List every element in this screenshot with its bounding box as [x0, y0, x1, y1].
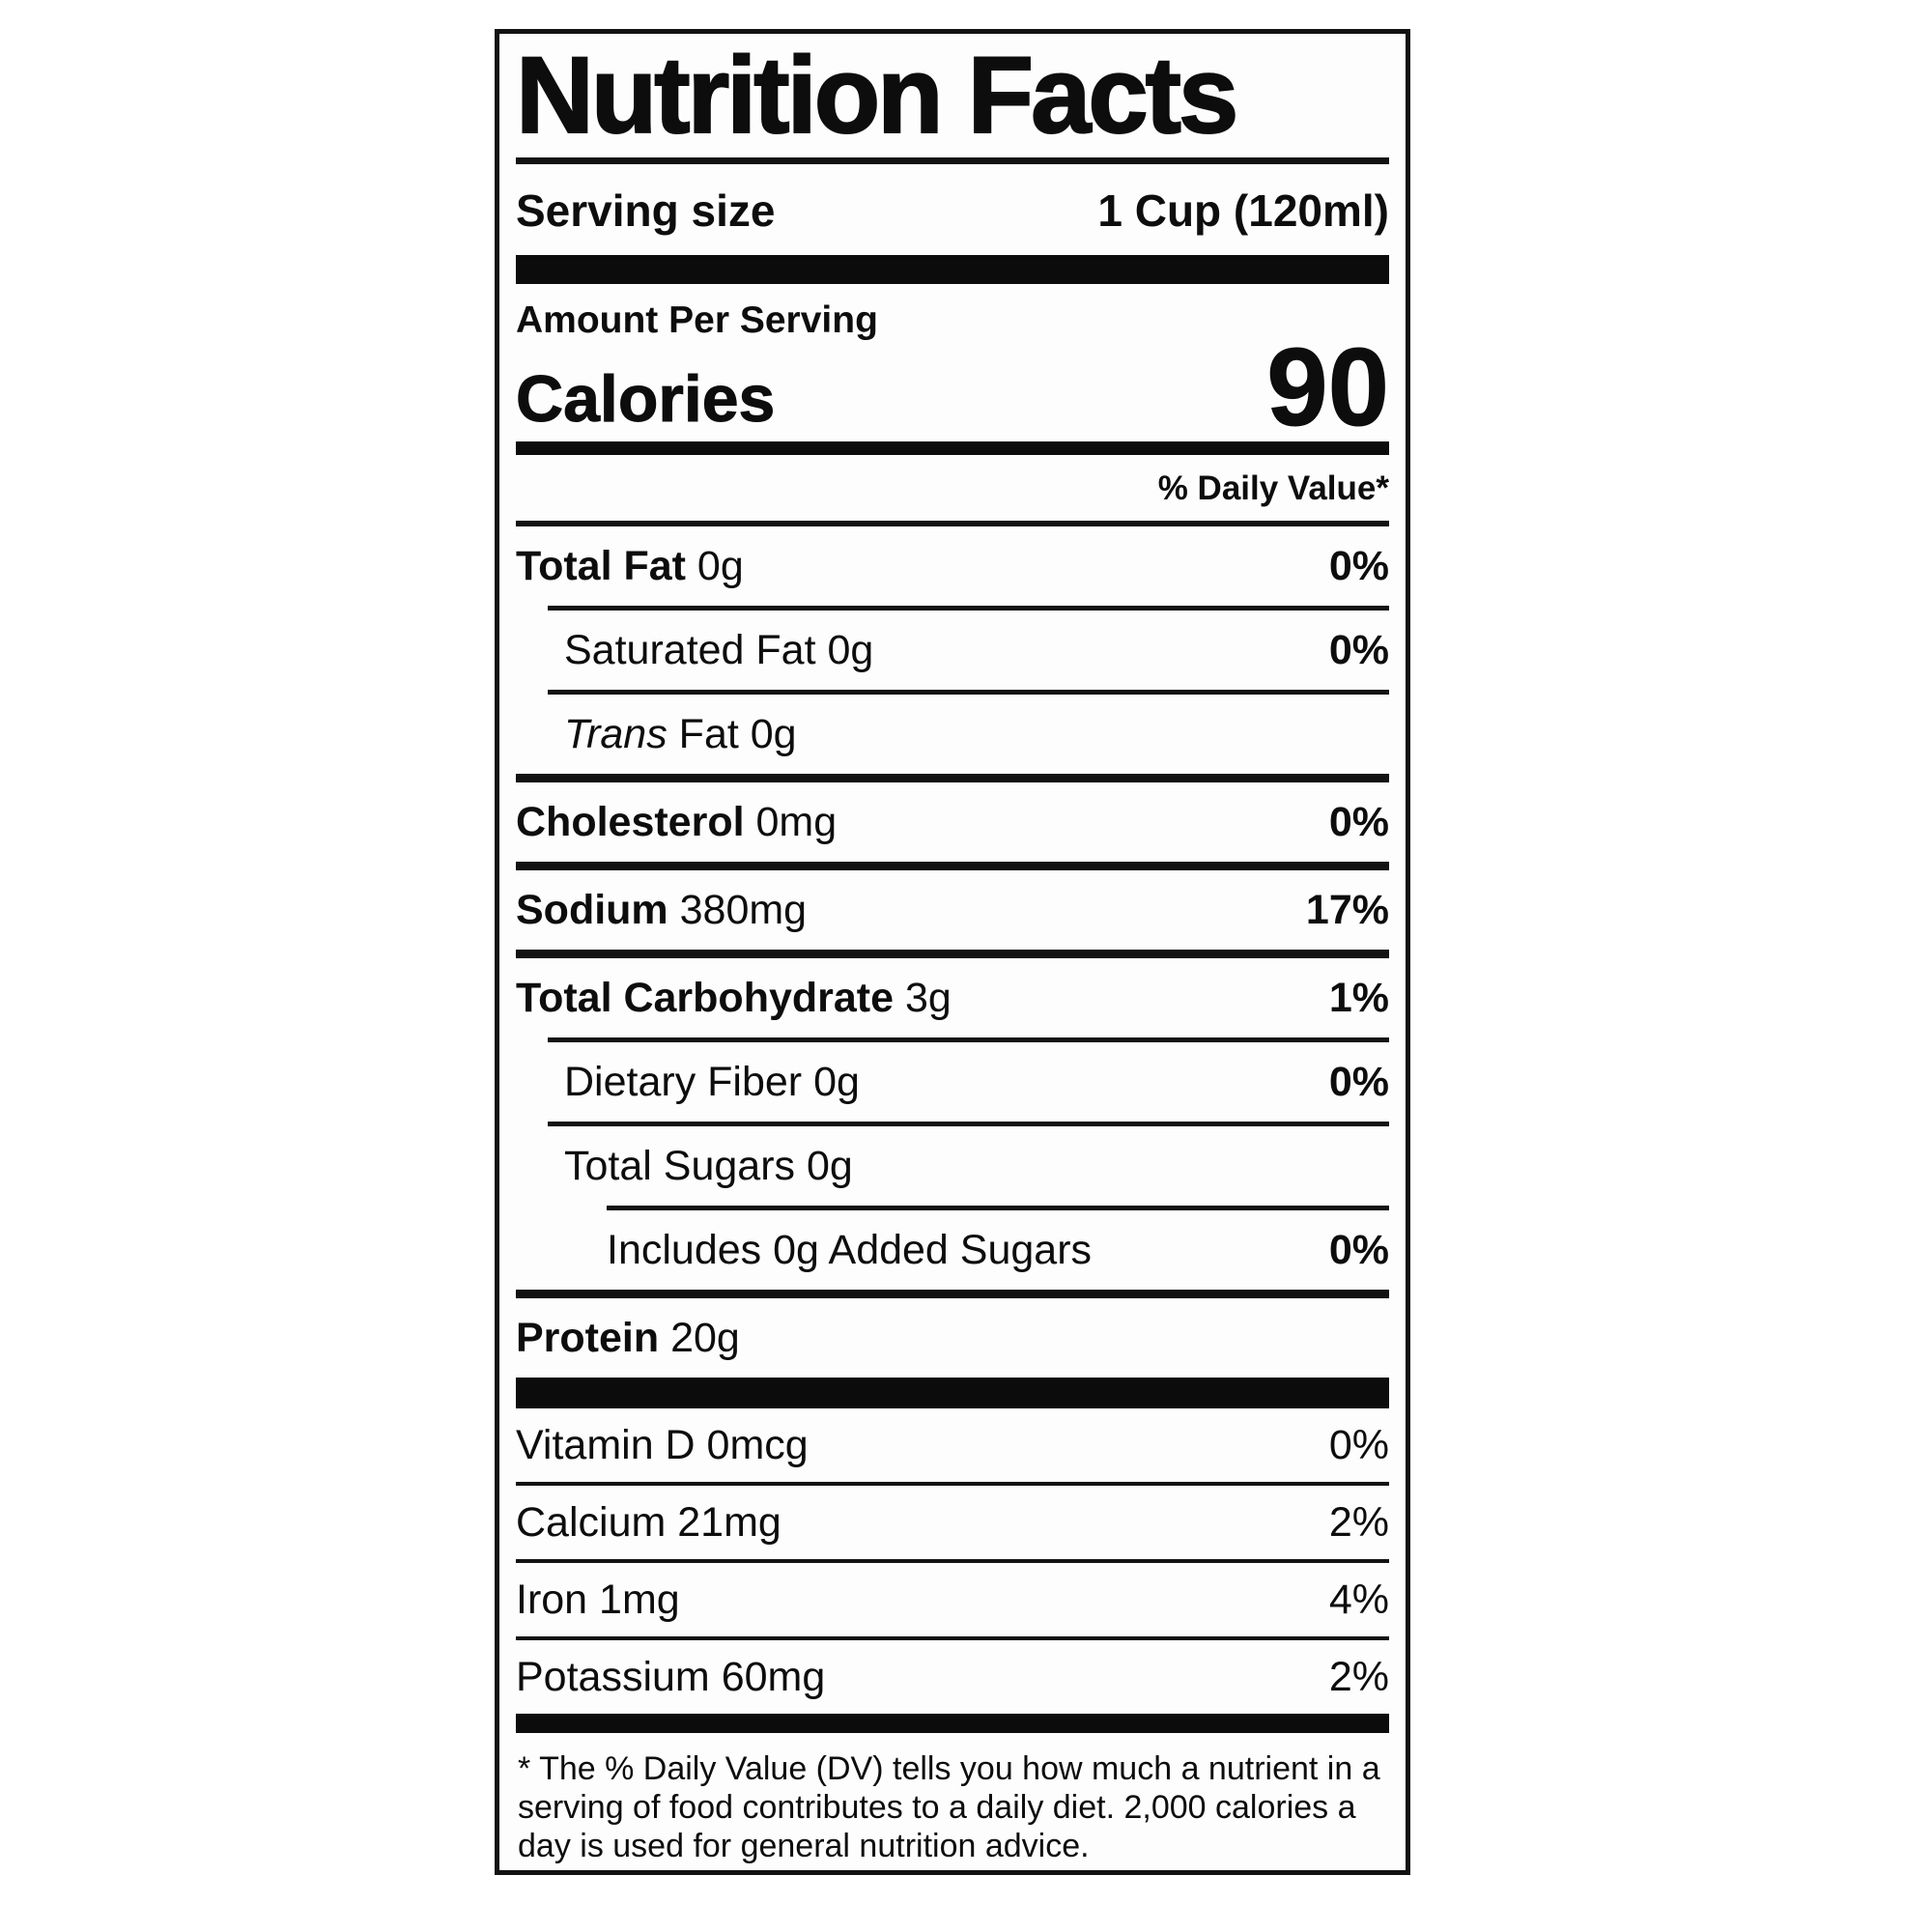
thick-divider-bar: [516, 1378, 1389, 1409]
nutrient-amount: 0mg: [744, 799, 838, 846]
nutrient-name: Total Sugars 0g: [564, 1143, 853, 1190]
row-total-fat: Total Fat 0g 0%: [516, 526, 1389, 606]
calories-label: Calories: [515, 362, 776, 437]
thick-divider-bar: [516, 255, 1389, 284]
nutrient-amount: 0g: [685, 543, 744, 590]
nutrient-dv: 17%: [1305, 887, 1389, 934]
vitamin-name: Potassium 60mg: [516, 1654, 826, 1701]
nutrient-name: Protein 20g: [516, 1315, 740, 1362]
vitamin-dv: 0%: [1328, 1422, 1389, 1469]
nutrient-name-bold: Total Fat: [516, 543, 686, 590]
vitamin-name: Calcium 21mg: [516, 1499, 781, 1547]
row-protein: Protein 20g: [516, 1290, 1389, 1378]
nutrient-name: Trans Fat 0g: [548, 711, 797, 758]
nutrient-amount: 20g: [659, 1315, 740, 1362]
row-calcium: Calcium 21mg 2%: [516, 1482, 1389, 1559]
nutrient-dv: 0%: [1328, 799, 1389, 846]
nutrient-amount: Fat 0g: [667, 711, 797, 758]
nutrient-name: Dietary Fiber 0g: [564, 1059, 860, 1106]
row-potassium: Potassium 60mg 2%: [516, 1636, 1389, 1714]
calories-value: 90: [1266, 327, 1390, 449]
nutrient-name-bold: Total Carbohydrate: [516, 975, 895, 1022]
row-added-sugars: Includes 0g Added Sugars 0%: [607, 1206, 1389, 1290]
nutrient-dv: 0%: [1328, 543, 1389, 590]
nutrient-name-bold: Protein: [516, 1315, 660, 1362]
nutrient-dv: 0%: [1328, 1059, 1389, 1106]
nutrient-name: Sodium 380mg: [516, 887, 807, 934]
nutrient-name: Total Fat 0g: [516, 543, 744, 590]
nutrient-name-bold: Sodium: [516, 887, 668, 934]
nutrient-name: Cholesterol 0mg: [516, 799, 837, 846]
thick-divider-bar: [516, 1714, 1389, 1734]
nutrient-dv: 1%: [1328, 975, 1389, 1022]
serving-size-value: 1 Cup (120ml): [1097, 185, 1389, 236]
row-total-sugars: Total Sugars 0g: [548, 1122, 1389, 1206]
nutrient-name: Saturated Fat 0g: [564, 627, 874, 674]
row-saturated-fat: Saturated Fat 0g 0%: [548, 606, 1389, 690]
row-trans-fat: Trans Fat 0g: [548, 690, 1389, 774]
row-dietary-fiber: Dietary Fiber 0g 0%: [548, 1037, 1389, 1122]
nutrient-dv: 0%: [1328, 627, 1389, 674]
nutrient-dv: 0%: [1328, 1227, 1389, 1274]
row-sodium: Sodium 380mg 17%: [516, 862, 1389, 950]
nutrient-amount: 380mg: [668, 887, 808, 934]
nutrient-name: Total Carbohydrate 3g: [516, 975, 952, 1022]
calories-row: Calories 90: [515, 327, 1390, 449]
nutrient-name-bold: Cholesterol: [516, 799, 745, 846]
daily-value-header: % Daily Value*: [516, 455, 1389, 527]
vitamin-name: Iron 1mg: [516, 1577, 680, 1624]
medium-divider-bar: [516, 441, 1389, 456]
label-title: Nutrition Facts: [515, 40, 1389, 164]
vitamin-dv: 4%: [1328, 1577, 1389, 1624]
row-cholesterol: Cholesterol 0mg 0%: [516, 774, 1389, 862]
footnote: * The % Daily Value (DV) tells you how m…: [518, 1750, 1380, 1865]
vitamin-dv: 2%: [1328, 1499, 1389, 1547]
amount-per-serving-label: Amount Per Serving: [516, 299, 878, 341]
serving-size-row: Serving size 1 Cup (120ml): [516, 164, 1389, 255]
row-total-carbohydrate: Total Carbohydrate 3g 1%: [516, 950, 1389, 1037]
serving-size-label: Serving size: [516, 185, 776, 236]
vitamin-name: Vitamin D 0mcg: [516, 1422, 809, 1469]
row-iron: Iron 1mg 4%: [516, 1559, 1389, 1636]
vitamin-dv: 2%: [1328, 1654, 1389, 1701]
row-vitamin-d: Vitamin D 0mcg 0%: [516, 1408, 1389, 1482]
nutrition-facts-label: Nutrition Facts Serving size 1 Cup (120m…: [495, 29, 1410, 1875]
nutrient-name: Includes 0g Added Sugars: [607, 1227, 1093, 1274]
nutrient-amount: 3g: [894, 975, 952, 1022]
nutrient-name-italic: Trans: [564, 711, 668, 758]
